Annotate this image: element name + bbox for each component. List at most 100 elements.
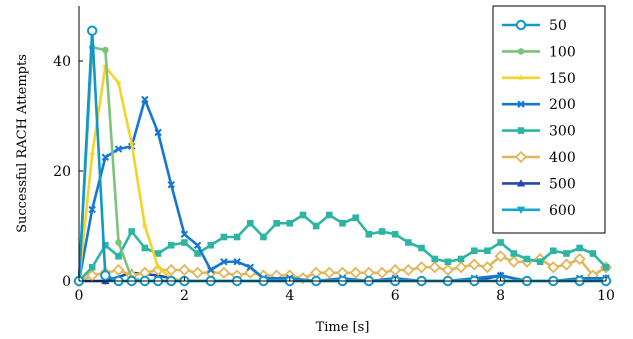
- legend-swatch-marker: [514, 150, 528, 164]
- data-point-400: [441, 263, 454, 277]
- data-point-300: [602, 263, 610, 271]
- legend-label: 600: [549, 203, 576, 219]
- data-point-300: [589, 250, 597, 257]
- data-point-300: [115, 252, 122, 260]
- legend-box: [492, 5, 606, 234]
- legend: 50 100 150 200 300 400 500 600: [492, 5, 606, 234]
- data-point-300: [391, 230, 399, 238]
- legend-label: 300: [549, 124, 576, 140]
- series-300: [75, 211, 610, 285]
- data-point-300: [141, 244, 149, 252]
- data-point-400: [428, 261, 441, 274]
- data-point-200: [88, 205, 96, 214]
- data-point-300: [418, 244, 425, 252]
- data-point-300: [207, 241, 215, 249]
- x-axis-title: Time [s]: [316, 320, 370, 335]
- legend-item-300: 300: [502, 124, 576, 140]
- data-point-400: [375, 266, 389, 279]
- data-point-300: [286, 219, 294, 227]
- data-point-300: [167, 241, 175, 249]
- data-point-300: [576, 244, 583, 252]
- data-point-200: [180, 230, 189, 238]
- legend-items: 50 100 150 200 300 400 500 600: [502, 18, 576, 219]
- data-point-400: [468, 258, 481, 271]
- data-point-200: [114, 145, 123, 153]
- data-point-300: [444, 258, 452, 266]
- y-tick-label: 40: [53, 54, 71, 70]
- data-point-300: [220, 233, 228, 241]
- legend-label: 100: [549, 44, 576, 60]
- data-point-300: [497, 239, 504, 246]
- data-point-300: [510, 250, 518, 257]
- data-point-300: [378, 228, 386, 235]
- data-point-300: [260, 233, 267, 241]
- data-point-200: [154, 128, 162, 137]
- data-point-400: [494, 250, 507, 263]
- x-tick-label: 6: [391, 288, 400, 304]
- data-point-300: [233, 233, 241, 241]
- data-point-300: [154, 250, 162, 257]
- x-tick-label: 8: [496, 288, 505, 304]
- axes-layer: [78, 6, 606, 282]
- data-point-50: [86, 25, 98, 36]
- data-point-300: [352, 214, 359, 222]
- x-tick-label: 0: [75, 288, 84, 304]
- data-point-150: [154, 263, 162, 271]
- legend-item-600: 600: [502, 203, 576, 219]
- data-point-300: [299, 211, 307, 219]
- data-point-300: [102, 241, 109, 249]
- data-point-300: [339, 219, 346, 227]
- y-axis-title: Successful RACH Attempts: [15, 54, 30, 233]
- data-point-200: [141, 95, 149, 104]
- data-point-400: [507, 255, 520, 268]
- data-point-400: [481, 261, 494, 274]
- data-point-300: [563, 250, 570, 257]
- data-point-300: [550, 247, 557, 255]
- data-point-400: [573, 252, 586, 266]
- data-point-200: [246, 263, 254, 271]
- data-point-300: [365, 230, 373, 238]
- legend-item-50: 50: [502, 18, 567, 34]
- data-point-300: [246, 219, 254, 227]
- legend-label: 150: [549, 71, 576, 87]
- data-point-400: [165, 263, 178, 277]
- data-point-400: [349, 266, 362, 279]
- data-point-400: [547, 261, 560, 274]
- data-point-300: [523, 255, 531, 263]
- legend-item-150: 150: [502, 71, 576, 87]
- legend-item-100: 100: [502, 44, 576, 60]
- legend-swatch-marker: [516, 179, 526, 187]
- data-point-400: [415, 261, 428, 274]
- data-point-150: [128, 139, 136, 147]
- data-point-400: [389, 263, 402, 277]
- legend-item-400: 400: [502, 150, 576, 166]
- data-point-400: [560, 258, 573, 271]
- y-tick-label: 20: [53, 164, 71, 180]
- data-point-200: [233, 258, 241, 266]
- data-point-200: [220, 258, 228, 266]
- legend-label: 200: [549, 97, 576, 113]
- data-point-200: [193, 241, 202, 249]
- data-point-300: [194, 250, 201, 257]
- data-point-400: [217, 266, 230, 279]
- data-point-400: [402, 263, 415, 277]
- ticks-layer: 0 2 4 6 8 10 0 20 40: [53, 54, 615, 304]
- legend-swatch-marker: [517, 74, 525, 81]
- data-point-300: [405, 239, 412, 246]
- data-point-200: [167, 181, 175, 189]
- legend-swatch-marker: [517, 100, 525, 108]
- x-tick-label: 2: [180, 288, 189, 304]
- legend-swatch-marker: [515, 19, 527, 31]
- data-point-150: [115, 79, 122, 86]
- y-tick-label: 0: [62, 274, 71, 290]
- data-point-300: [312, 222, 320, 230]
- data-point-50: [100, 270, 111, 281]
- data-point-300: [536, 258, 544, 266]
- data-point-300: [457, 255, 465, 263]
- legend-label: 400: [549, 150, 576, 166]
- legend-swatch-marker: [516, 206, 526, 214]
- data-point-400: [178, 263, 191, 277]
- data-point-300: [431, 255, 439, 263]
